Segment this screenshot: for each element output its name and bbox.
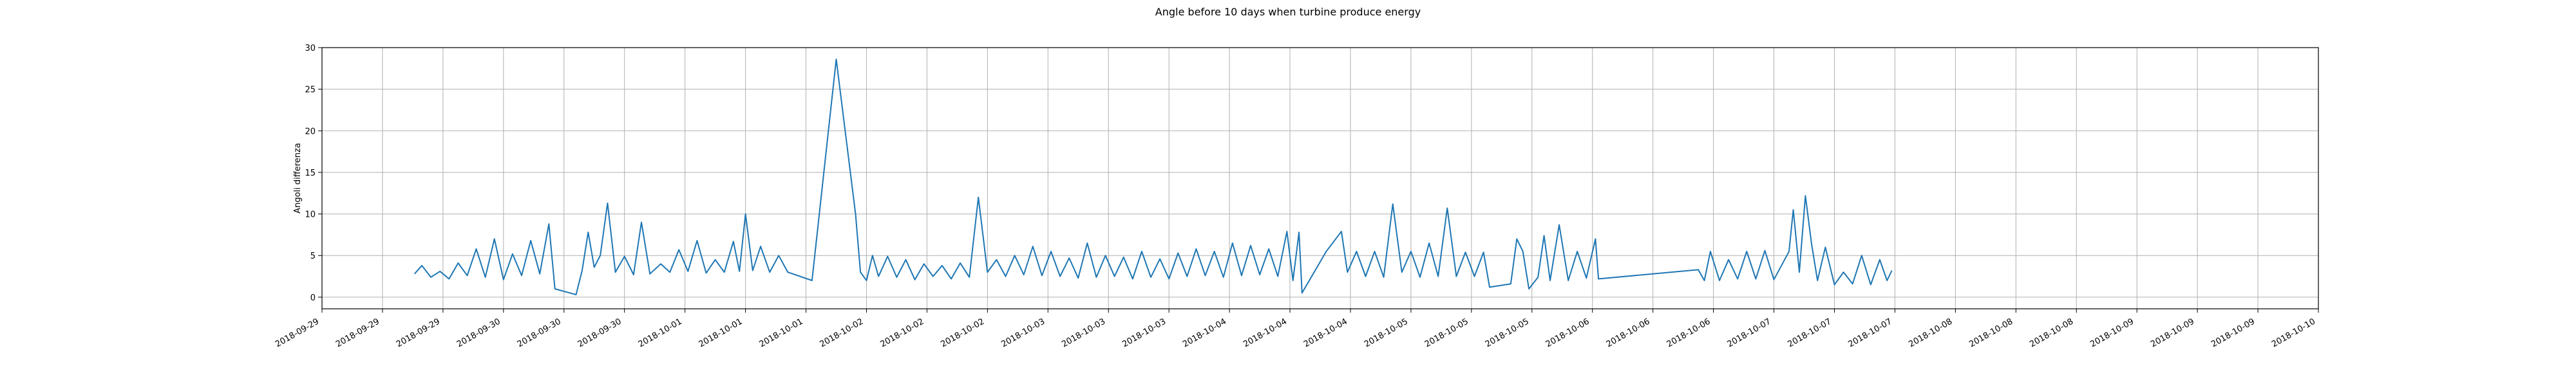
x-tick-label: 2018-10-03: [1121, 317, 1168, 349]
y-tick-label: 10: [305, 210, 316, 220]
x-tick-label: 2018-10-03: [999, 317, 1046, 349]
x-tick-label: 2018-10-05: [1484, 317, 1531, 349]
y-axis: 0 5 10 15 20 25 30: [305, 44, 322, 303]
grid: [321, 47, 2319, 309]
x-tick-label: 2018-09-30: [576, 317, 623, 349]
x-tick-label: 2018-10-01: [758, 317, 805, 349]
x-tick-label: 2018-09-29: [274, 317, 321, 349]
x-tick-label: 2018-10-04: [1242, 317, 1289, 349]
x-tick-label: 2018-10-10: [2270, 317, 2317, 349]
x-tick-label: 2018-09-30: [516, 317, 563, 349]
x-tick-label: 2018-10-07: [1786, 317, 1833, 349]
x-tick-label: 2018-10-01: [637, 317, 684, 349]
y-tick-label: 25: [305, 86, 316, 95]
x-tick-label: 2018-10-05: [1423, 317, 1470, 349]
x-tick-label: 2018-10-06: [1544, 317, 1591, 349]
x-tick-label: 2018-10-09: [2149, 317, 2196, 349]
series-line: [413, 59, 1893, 295]
x-tick-label: 2018-10-09: [2210, 317, 2257, 349]
x-tick-label: 2018-10-01: [697, 317, 744, 349]
x-tick-label: 2018-10-06: [1665, 317, 1712, 349]
x-tick-label: 2018-09-29: [334, 317, 381, 349]
x-tick-label: 2018-10-04: [1181, 317, 1228, 349]
x-tick-label: 2018-09-29: [395, 317, 442, 349]
x-tick-label: 2018-10-08: [2028, 317, 2075, 349]
x-tick-label: 2018-10-09: [2088, 317, 2136, 349]
y-tick-label: 20: [305, 127, 316, 136]
x-tick-label: 2018-09-30: [455, 317, 502, 349]
x-tick-label: 2018-10-02: [939, 317, 986, 349]
plot-frame: [321, 47, 2319, 309]
x-tick-label: 2018-10-07: [1726, 317, 1773, 349]
y-tick-label: 0: [310, 293, 316, 303]
chart-title: Angle before 10 days when turbine produc…: [1155, 6, 1421, 18]
x-tick-label: 2018-10-02: [819, 317, 866, 349]
x-tick-label: 2018-10-05: [1363, 317, 1410, 349]
y-axis-label: Angoli differenza: [293, 143, 303, 214]
x-tick-label: 2018-10-07: [1846, 317, 1893, 349]
x-tick-label: 2018-10-08: [1967, 317, 2014, 349]
x-axis: 2018-09-29 2018-09-29 2018-09-29 2018-09-30…: [274, 309, 2319, 349]
x-tick-label: 2018-10-08: [1907, 317, 1954, 349]
x-tick-label: 2018-10-02: [878, 317, 925, 349]
x-tick-label: 2018-10-03: [1060, 317, 1107, 349]
y-tick-label: 15: [305, 169, 316, 178]
y-tick-label: 5: [310, 252, 316, 261]
y-tick-label: 30: [305, 44, 316, 53]
x-tick-label: 2018-10-06: [1605, 317, 1652, 349]
x-tick-label: 2018-10-04: [1302, 317, 1349, 349]
